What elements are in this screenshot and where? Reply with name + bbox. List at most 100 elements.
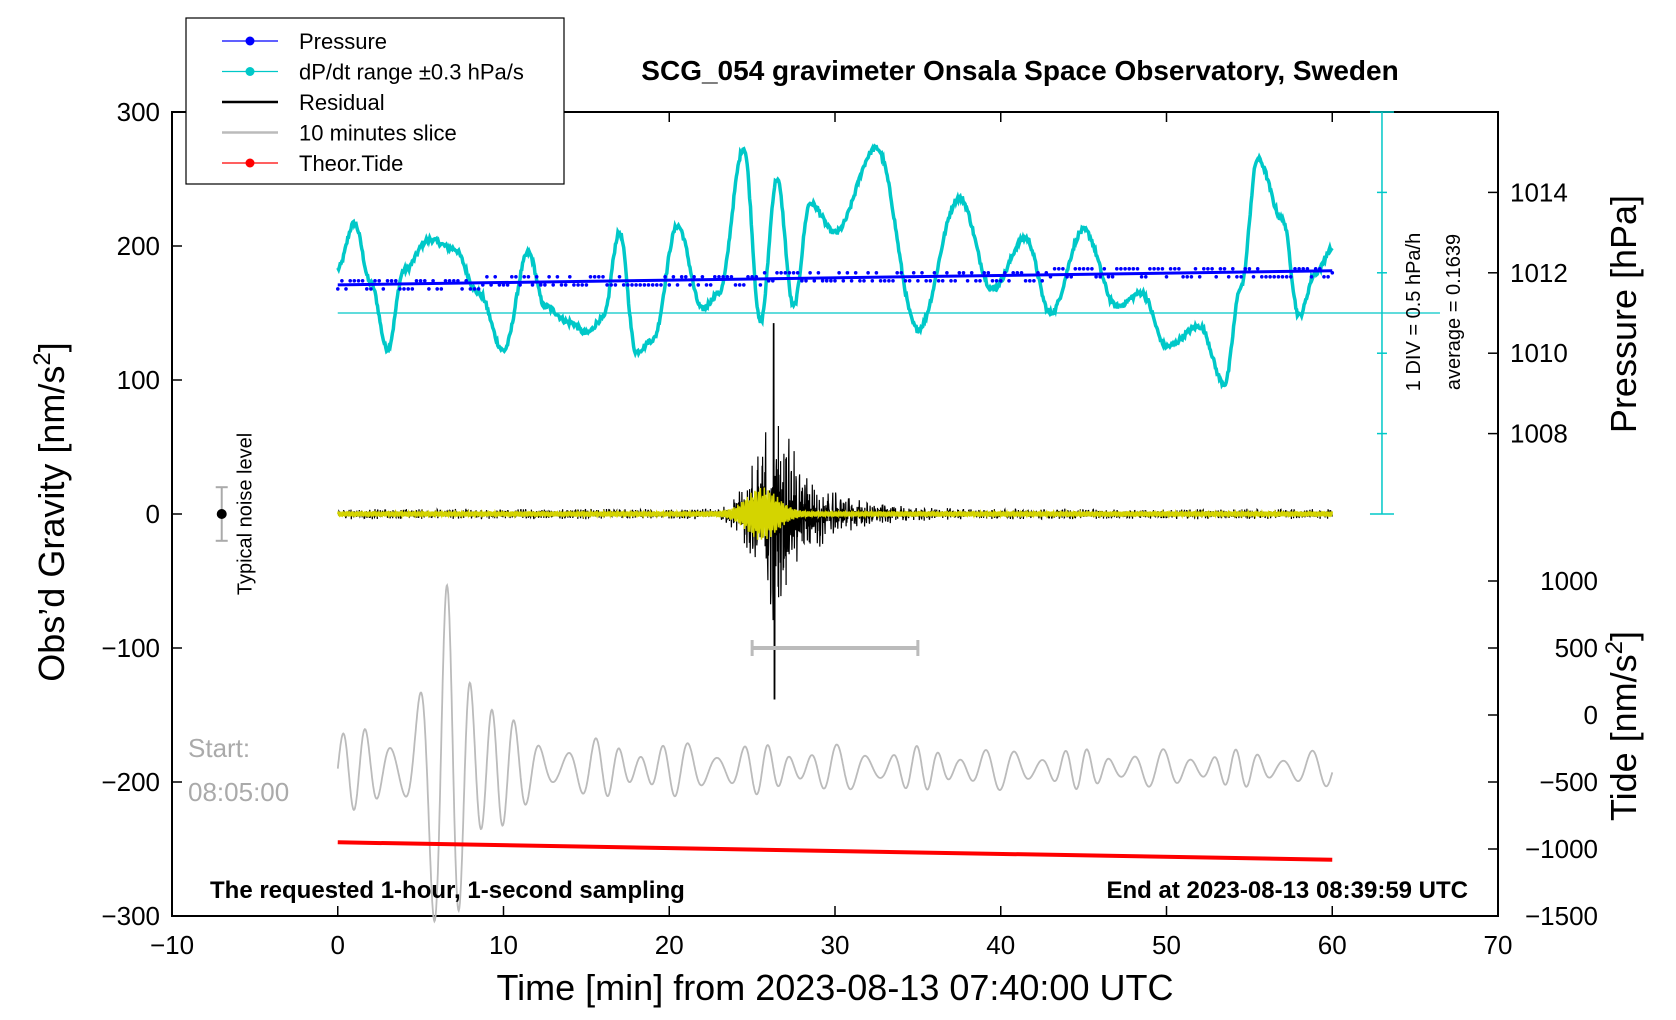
pressure-sample [1015, 271, 1020, 275]
pressure-sample [671, 275, 676, 279]
pressure-sample [688, 283, 692, 287]
legend-label: Pressure [299, 29, 387, 54]
pressure-sample [352, 279, 357, 283]
pressure-sample [650, 283, 655, 287]
pressure-sample [510, 275, 514, 279]
y-tick-label: 300 [117, 97, 160, 127]
pressure-sample [1119, 267, 1123, 271]
pressure-sample [820, 279, 825, 283]
tide-tick-label: −500 [1539, 767, 1598, 797]
pressure-sample [659, 283, 663, 287]
pressure-sample [592, 275, 597, 279]
pressure-tick-label: 1010 [1510, 338, 1568, 368]
x-tick-label: 30 [821, 930, 850, 960]
noise-level-label: Typical noise level [235, 433, 257, 595]
pressure-sample [493, 275, 498, 279]
pressure-tick-label: 1008 [1510, 419, 1568, 449]
pressure-sample [468, 287, 473, 291]
pressure-sample [580, 283, 584, 287]
pressure-sample [895, 271, 899, 275]
pressure-sample [1193, 267, 1198, 271]
tide-tick-label: 0 [1584, 700, 1598, 730]
pressure-sample [1148, 267, 1152, 271]
pressure-sample [704, 283, 709, 287]
pressure-sample [812, 279, 817, 283]
pressure-sample [1168, 267, 1173, 271]
pressure-sample [986, 271, 991, 275]
pressure-sample [1214, 275, 1218, 279]
series-pressure [337, 269, 1333, 287]
pressure-sample [1007, 279, 1011, 283]
pressure-sample [874, 271, 879, 275]
pressure-sample [621, 283, 626, 287]
pressure-sample [1040, 279, 1044, 283]
pressure-sample [1197, 275, 1202, 279]
series-10-minutes-slice [336, 582, 1334, 924]
pressure-sample [708, 283, 713, 287]
pressure-sample [907, 279, 912, 283]
legend-marker [245, 36, 255, 46]
pressure-sample [1090, 267, 1094, 271]
left-y-axis-title: Obs’d Gravity [nm/s2] [29, 342, 72, 681]
pressure-sample [356, 279, 361, 283]
pressure-sample [837, 271, 841, 275]
pressure-sample [1264, 275, 1268, 279]
pressure-sample [410, 287, 415, 291]
pressure-sample [737, 283, 742, 287]
legend-marker [245, 67, 255, 76]
pressure-sample [1173, 267, 1177, 271]
y-tick-label: −100 [101, 633, 160, 663]
pressure-sample [369, 287, 373, 291]
pressure-sample [949, 279, 953, 283]
legend: Pressure dP/dt range ±0.3 hPa/s Residual 10… [185, 17, 565, 185]
pressure-sample [1106, 275, 1111, 279]
pressure-sample [1185, 275, 1189, 279]
pressure-sample [1123, 267, 1127, 271]
pressure-sample [733, 283, 738, 287]
pressure-sample [1222, 267, 1227, 271]
noise-dot [216, 509, 227, 519]
pressure-sample [406, 287, 411, 291]
pressure-sample [928, 279, 933, 283]
pressure-sample [576, 283, 580, 287]
pressure-sample [398, 287, 402, 291]
pressure-sample [1094, 275, 1098, 279]
pressure-sample [588, 275, 593, 279]
y-tick-label: 100 [117, 365, 160, 395]
pressure-sample [833, 279, 837, 283]
pressure-sample [858, 279, 862, 283]
pressure-sample [1098, 275, 1102, 279]
pressure-sample [924, 279, 928, 283]
pressure-sample [423, 279, 427, 283]
pressure-sample [999, 279, 1003, 283]
pressure-sample [936, 279, 941, 283]
y-tick-label: 0 [146, 499, 160, 529]
pressure-sample [1127, 267, 1131, 271]
pressure-sample [1231, 267, 1235, 271]
pressure-sample [427, 287, 431, 291]
pressure-sample [932, 271, 937, 275]
pressure-sample [762, 271, 767, 275]
pressure-sample [518, 283, 522, 287]
pressure-sample [1144, 275, 1148, 279]
pressure-sample [547, 275, 551, 279]
pressure-sample [1268, 275, 1272, 279]
pressure-sample [377, 279, 382, 283]
pressure-sample [878, 279, 883, 283]
pressure-sample [1023, 279, 1028, 283]
pressure-sample [667, 283, 672, 287]
legend-label: Residual [299, 90, 385, 115]
pressure-sample [808, 271, 812, 275]
pressure-tick-label: 1012 [1510, 258, 1568, 288]
pressure-sample [903, 279, 908, 283]
pressure-sample [870, 279, 875, 283]
pressure-sample [1247, 267, 1252, 271]
pressure-sample [795, 271, 800, 275]
pressure-sample [713, 275, 717, 279]
pressure-sample [953, 279, 957, 283]
pressure-sample [866, 271, 870, 275]
pressure-sample [514, 275, 518, 279]
pressure-sample [452, 279, 456, 283]
pressure-sample [360, 279, 365, 283]
pressure-sample [418, 279, 423, 283]
